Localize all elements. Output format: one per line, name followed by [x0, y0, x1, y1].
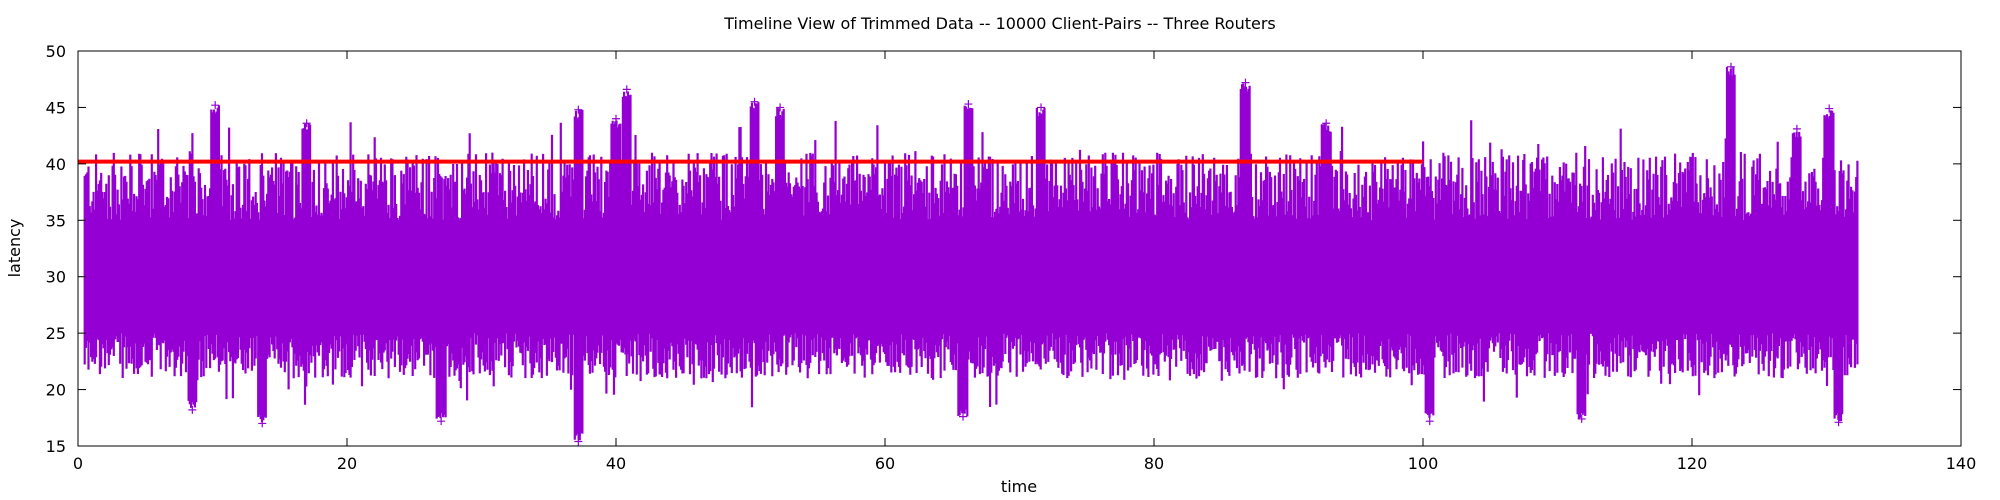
x-tick-label: 80	[1144, 454, 1164, 473]
x-tick-label: 40	[606, 454, 626, 473]
scatter-point	[211, 101, 220, 110]
scatter-point	[776, 103, 785, 112]
plot-area-border	[77, 50, 1962, 447]
scatter-point	[1577, 414, 1586, 423]
x-axis: 0 20 40 60 80 100 120 140	[73, 51, 1976, 473]
y-tick-label: 35	[46, 211, 66, 230]
scatter-point-band	[83, 66, 1859, 441]
scatter-point	[964, 100, 973, 109]
scatter-point	[1322, 119, 1331, 128]
y-tick-label: 15	[46, 437, 66, 456]
x-tick-label: 60	[875, 454, 895, 473]
x-tick-label: 100	[1408, 454, 1439, 473]
y-tick-label: 30	[46, 268, 66, 287]
scatter-point	[612, 114, 620, 123]
scatter-point	[959, 412, 968, 421]
scatter-point	[1834, 418, 1843, 427]
scatter-point	[258, 419, 267, 428]
y-tick-label: 50	[46, 42, 66, 61]
scatter-point	[1825, 104, 1834, 113]
scatter-point	[1727, 62, 1736, 71]
y-tick-label: 25	[46, 324, 66, 343]
y-tick-label: 40	[46, 155, 66, 174]
y-axis: 15 20 25 30 35 40 45 50	[46, 42, 1961, 456]
y-tick-label: 20	[46, 381, 66, 400]
scatter-point	[188, 405, 197, 414]
scatter-point	[1425, 417, 1434, 426]
x-tick-label: 20	[337, 454, 357, 473]
scatter-point	[302, 119, 311, 128]
scatter-point	[574, 437, 583, 446]
y-tick-label: 45	[46, 98, 66, 117]
scatter-point	[574, 105, 583, 114]
scatter-series	[83, 62, 1859, 446]
y-axis-label: latency	[5, 219, 24, 278]
scatter-point	[1241, 78, 1250, 87]
scatter-point	[622, 85, 631, 94]
chart-title: Timeline View of Trimmed Data -- 10000 C…	[723, 14, 1275, 33]
x-tick-label: 0	[73, 454, 83, 473]
x-tick-label: 140	[1946, 454, 1977, 473]
scatter-point	[750, 97, 759, 106]
scatter-point	[437, 417, 446, 426]
x-axis-label: time	[1001, 477, 1037, 496]
x-tick-label: 120	[1677, 454, 1708, 473]
scatter-point	[1792, 124, 1801, 133]
scatter-point	[1037, 103, 1046, 112]
